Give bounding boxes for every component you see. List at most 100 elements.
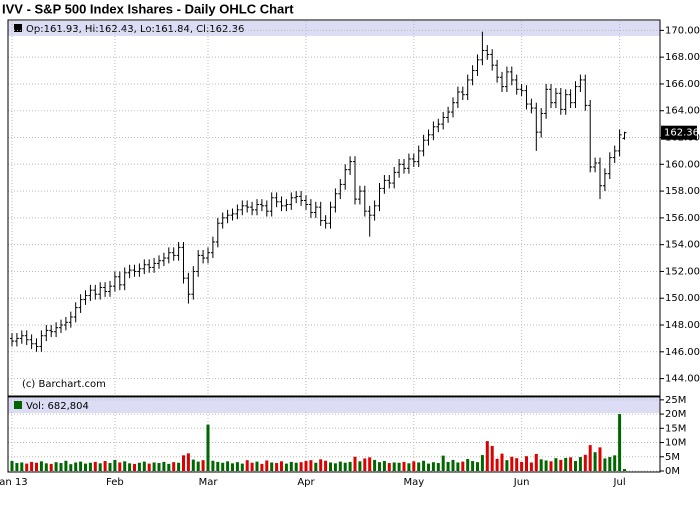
volume-bar [270,462,274,471]
volume-bar [569,457,573,471]
volume-bar [397,462,401,471]
volume-bar [456,462,460,471]
volume-bar [299,462,303,471]
volume-bar [147,463,151,471]
volume-bar [534,453,538,471]
volume-bar [235,462,239,471]
volume-bar [368,457,372,471]
y-tick-label: 156.00 [665,213,700,224]
volume-bar [152,462,156,471]
volume-bar [588,445,592,471]
volume-bar [98,463,102,471]
volume-bar [618,414,622,471]
volume-bar [436,463,440,471]
volume-bar [329,462,332,471]
volume-bar [260,463,264,471]
volume-bar [412,461,416,471]
volume-bar [343,462,347,471]
volume-bar [564,457,568,471]
volume-bar [319,459,323,471]
volume-bar [177,462,181,471]
volume-bar [118,462,122,471]
volume-bar [216,461,220,471]
volume-bar [162,461,166,471]
volume-bar [338,461,342,471]
volume-tick-label: 10M [665,438,686,449]
volume-bar [231,463,234,471]
last-price-label: 162.36 [664,128,699,139]
y-tick-label: 166.00 [665,79,700,90]
volume-bar [583,454,587,471]
volume-bar [608,457,612,471]
volume-bar [113,459,117,471]
x-tick-label: Feb [106,477,124,488]
volume-bar [422,460,426,471]
volume-bar [544,460,548,471]
volume-bar [402,461,406,471]
y-tick-label: 144.00 [665,374,700,385]
volume-bar [64,460,68,471]
volume-tick-label: 15M [665,423,686,434]
volume-bar [382,461,386,471]
volume-bar [88,462,92,471]
volume-bar [289,461,293,471]
volume-bar [284,463,288,471]
volume-bar [549,461,553,471]
last-price-box [661,125,697,140]
volume-icon [14,401,22,409]
volume-bar [578,457,582,471]
volume-bar [559,459,563,471]
volume-bar [69,464,73,471]
volume-bar [554,458,558,471]
volume-bar [20,462,24,471]
volume-bar [525,456,528,471]
volume-bar [182,455,185,471]
x-tick-label: Jul [613,477,626,488]
volume-bar [378,462,381,471]
volume-bar [196,461,200,471]
volume-bar [510,456,514,471]
volume-bar [539,459,543,471]
volume-bar [480,455,484,471]
volume-bar [466,459,470,471]
volume-bar [265,460,269,471]
volume-tick-label: 25M [665,395,686,406]
volume-bar [574,461,577,471]
volume-bar [30,461,34,471]
volume-bar [133,463,136,471]
volume-bar [427,463,430,471]
volume-bar [613,455,617,471]
x-tick-label: Jan 13 [0,477,28,488]
price-icon [14,24,22,32]
volume-bar [603,458,607,471]
volume-bar [128,463,132,471]
volume-bar [255,461,259,471]
volume-bar [137,462,141,471]
volume-bar [221,462,225,471]
volume-bar [245,460,249,471]
volume-bar [529,462,533,471]
volume-tick-label: 5M [665,452,680,463]
volume-bar [25,463,29,471]
volume-bar [226,461,230,471]
volume-bar [387,463,391,471]
y-tick-label: 154.00 [665,240,700,251]
volume-bar [373,459,377,471]
volume-header: Vol: 682,804 [26,401,89,412]
y-tick-label: 146.00 [665,347,700,358]
volume-bar [74,462,78,471]
volume-bar [15,463,19,471]
volume-bar [186,453,190,471]
volume-bar [44,463,48,471]
volume-bar [324,460,328,471]
volume-bar [10,461,14,471]
chart-title: IVV - S&P 500 Index Ishares - Daily OHLC… [2,1,294,16]
x-tick-label: Apr [297,477,315,488]
volume-bar [348,461,352,471]
x-tick-label: May [403,477,424,488]
y-tick-label: 152.00 [665,266,700,277]
volume-bar [39,461,43,471]
volume-bar [191,459,195,471]
volume-bar [476,462,479,471]
volume-bar [49,463,53,471]
